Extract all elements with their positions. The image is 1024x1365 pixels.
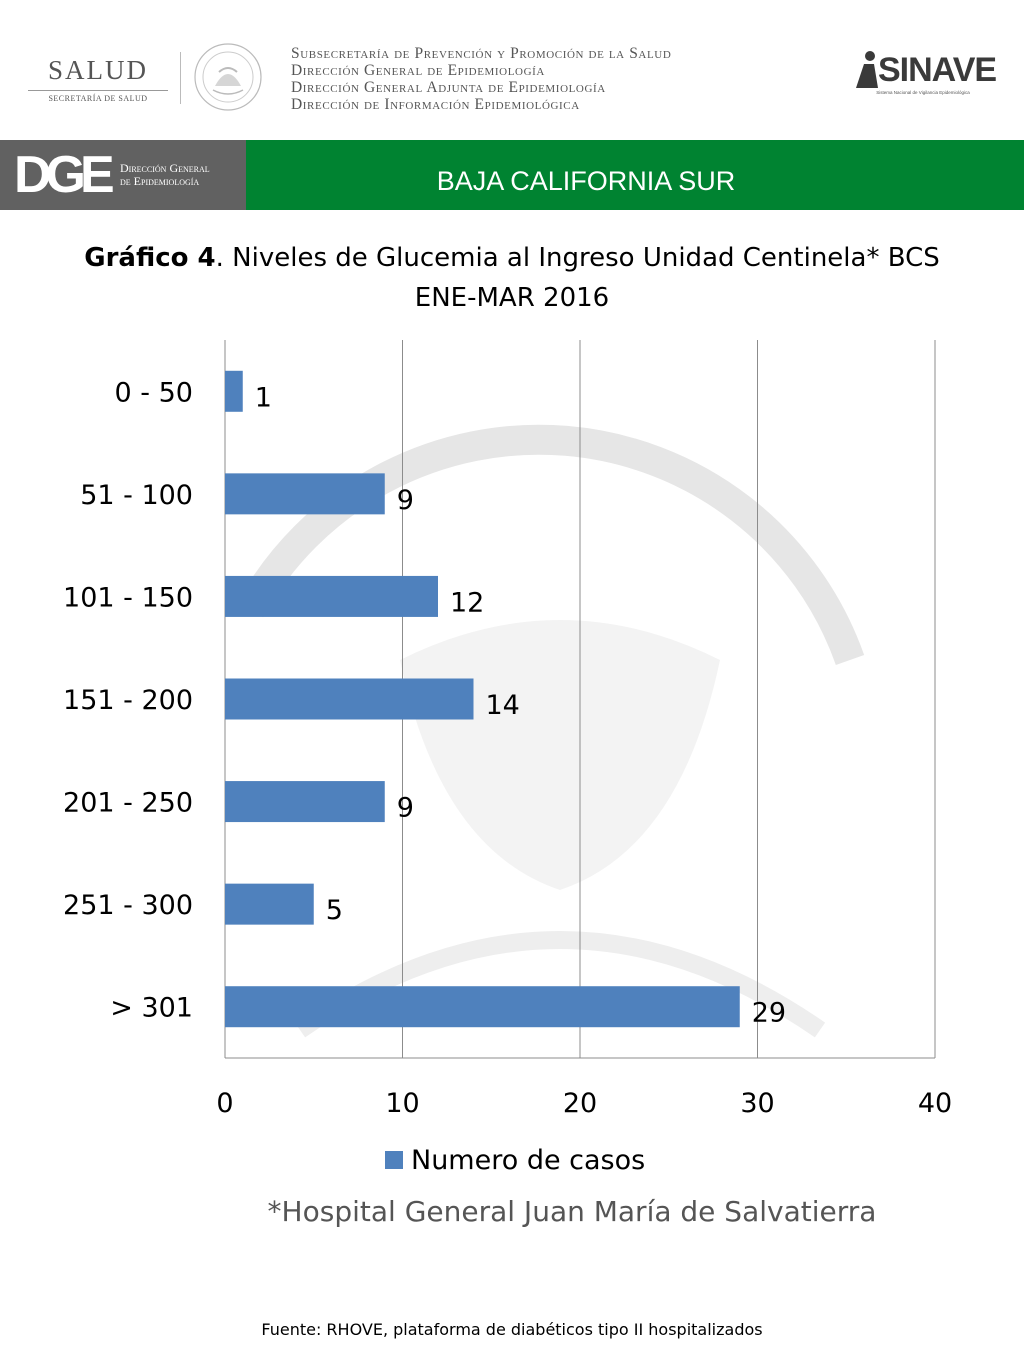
data-label: 29 — [752, 998, 786, 1029]
legend-label: Numero de casos — [411, 1144, 646, 1176]
source-note: Fuente: RHOVE, plataforma de diabéticos … — [261, 1320, 763, 1339]
dge-caption-line: Dirección General — [120, 161, 210, 175]
bar — [225, 781, 385, 823]
national-seal-icon — [194, 43, 262, 111]
category-label: 201 - 250 — [63, 788, 193, 819]
data-label: 12 — [450, 587, 484, 618]
logo-divider — [180, 52, 181, 104]
bar — [225, 473, 385, 515]
header: SALUD SECRETARÍA DE SALUD Subsecretaría … — [0, 0, 1024, 135]
data-label: 9 — [397, 793, 414, 824]
watermark-seal — [236, 424, 865, 1038]
category-label: 51 - 100 — [80, 480, 193, 511]
legend-swatch — [385, 1151, 403, 1169]
tick-label: 0 — [216, 1088, 233, 1119]
footnote: *Hospital General Juan María de Salvatie… — [267, 1195, 877, 1228]
bar — [225, 986, 740, 1028]
bar — [225, 883, 314, 925]
region-name: BAJA CALIFORNIA SUR — [436, 166, 736, 196]
sinave-logo-text: SINAVE — [878, 51, 997, 89]
category-label: 151 - 200 — [63, 685, 193, 716]
category-label: > 301 — [110, 993, 193, 1024]
category-labels: 0 - 50 51 - 100 101 - 150 151 - 200 201 - 25… — [63, 377, 193, 1023]
chart-title-bold: Gráfico 4 — [84, 243, 216, 273]
tick-label: 40 — [918, 1088, 952, 1119]
dge-logo-caption: Dirección General de Epidemiología — [120, 162, 210, 188]
chart-title: Gráfico 4. Niveles de Glucemia al Ingres… — [40, 238, 984, 318]
chart-title-line: Gráfico 4. Niveles de Glucemia al Ingres… — [40, 238, 984, 278]
value-labels: 1 9 12 14 9 5 29 — [255, 382, 786, 1028]
agency-line: Dirección General de Epidemiología — [291, 62, 545, 79]
sinave-logo: SINAVE Sistema Nacional de Vigilancia Ep… — [852, 48, 997, 100]
agency-line: Subsecretaría de Prevención y Promoción … — [291, 45, 672, 62]
category-label: 251 - 300 — [63, 890, 193, 921]
salud-logo-subtitle: SECRETARÍA DE SALUD — [28, 90, 168, 103]
category-label: 101 - 150 — [63, 582, 193, 613]
data-label: 9 — [397, 485, 414, 516]
data-label: 1 — [255, 382, 272, 413]
chart-bars — [225, 370, 740, 1028]
data-label: 14 — [486, 690, 520, 721]
x-axis-ticks: 0 10 20 30 40 — [216, 1088, 952, 1119]
chart-subtitle: ENE-MAR 2016 — [414, 283, 610, 313]
dge-caption-line: de Epidemiología — [120, 174, 200, 188]
category-label: 0 - 50 — [115, 377, 193, 408]
agency-line: Dirección General Adjunta de Epidemiolog… — [291, 79, 606, 96]
chart-title-rest: . Niveles de Glucemia al Ingreso Unidad … — [215, 243, 940, 273]
bar — [225, 575, 438, 617]
chart-legend: Numero de casos — [385, 1140, 645, 1180]
bar — [225, 678, 474, 720]
data-label: 5 — [326, 895, 343, 926]
bar-chart: 0 - 50 51 - 100 101 - 150 151 - 200 201 - 25… — [63, 340, 952, 1119]
tick-label: 30 — [740, 1088, 774, 1119]
tick-label: 10 — [385, 1088, 419, 1119]
sinave-logo-subtitle: Sistema Nacional de Vigilancia Epidemiol… — [876, 90, 970, 95]
bar — [225, 370, 243, 412]
dge-logo-text: DGE — [14, 146, 115, 204]
sinave-figure-icon — [856, 51, 878, 88]
agency-lines: Subsecretaría de Prevención y Promoción … — [291, 45, 671, 113]
dge-logo: DGE Dirección General de Epidemiología — [0, 140, 246, 210]
salud-logo: SALUD SECRETARÍA DE SALUD — [28, 55, 168, 103]
region-banner: DGE Dirección General de Epidemiología B… — [0, 140, 1024, 210]
tick-label: 20 — [563, 1088, 597, 1119]
agency-line: Dirección de Información Epidemiológica — [291, 96, 580, 113]
salud-logo-title: SALUD — [47, 55, 148, 85]
